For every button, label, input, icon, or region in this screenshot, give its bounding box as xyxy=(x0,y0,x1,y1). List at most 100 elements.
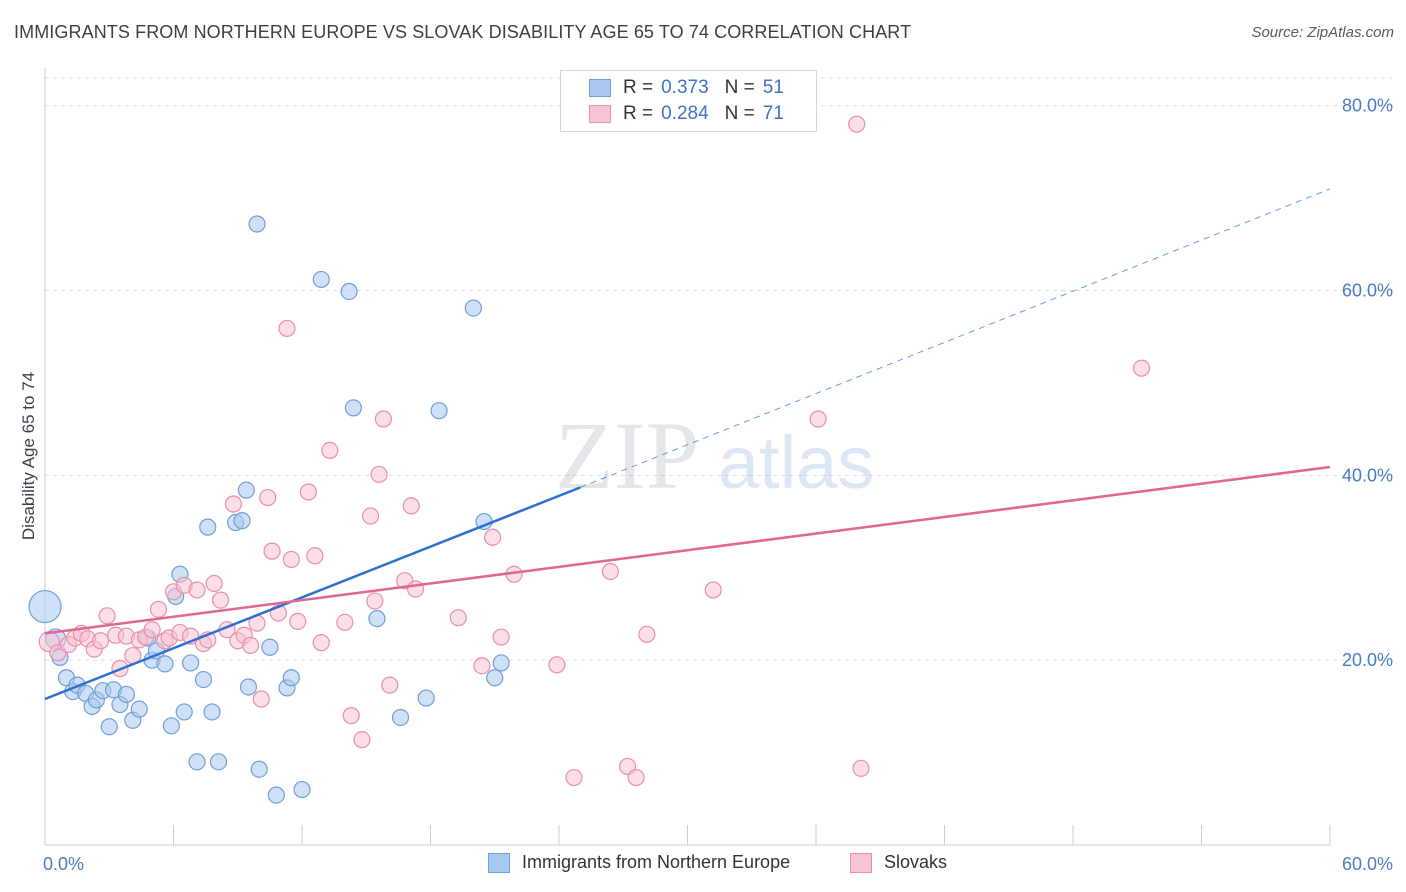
data-point xyxy=(340,282,358,301)
data-point xyxy=(548,656,566,674)
data-point xyxy=(199,518,217,536)
data-point xyxy=(361,507,380,525)
bottom-legend-swatch-slovaks xyxy=(850,852,872,873)
data-point xyxy=(627,768,645,787)
data-point xyxy=(464,299,482,317)
data-point xyxy=(492,628,510,646)
data-point xyxy=(156,655,174,673)
data-point xyxy=(374,410,392,428)
watermark-atlas: atlas xyxy=(718,421,874,504)
bottom-legend-immigrants: Immigrants from Northern Europe xyxy=(488,852,790,873)
y-axis-title: Disability Age 65 to 74 xyxy=(19,372,38,540)
watermark-zip: ZIP xyxy=(555,402,699,509)
data-point xyxy=(28,589,62,624)
data-point xyxy=(601,562,620,581)
data-point xyxy=(342,707,360,725)
data-point xyxy=(194,670,213,689)
legend-r-value: 0.284 xyxy=(661,103,709,124)
legend-swatch-slovaks xyxy=(589,105,611,123)
data-point xyxy=(188,581,206,599)
data-point xyxy=(381,676,399,694)
data-point xyxy=(224,495,243,513)
legend-swatch-immigrants xyxy=(589,79,611,97)
data-point xyxy=(321,441,339,460)
data-point xyxy=(809,410,827,428)
data-point xyxy=(299,483,318,501)
data-point xyxy=(237,481,255,499)
data-point xyxy=(92,632,110,650)
x-tick-labels: 0.0% 60.0% xyxy=(43,854,1393,874)
data-point xyxy=(143,621,161,639)
data-point xyxy=(242,636,260,654)
bottom-legend: Immigrants from Northern Europe Slovaks xyxy=(0,852,1406,878)
series-slovaks xyxy=(38,115,1151,787)
legend-r-label: R = xyxy=(623,77,654,98)
data-point xyxy=(344,399,362,417)
data-point xyxy=(430,402,448,420)
data-point xyxy=(98,607,116,625)
data-point xyxy=(188,753,206,771)
legend-n-label: N = xyxy=(724,103,755,124)
x-tick-label: 0.0% xyxy=(43,854,84,874)
x-tick-label: 60.0% xyxy=(1342,854,1393,874)
source-label: Source: ZipAtlas.com xyxy=(1251,24,1394,41)
data-point xyxy=(252,690,270,708)
data-point xyxy=(100,718,118,736)
trend-line-extension xyxy=(580,188,1331,488)
bottom-legend-label-slovaks: Slovaks xyxy=(884,852,948,872)
data-point xyxy=(261,638,279,656)
legend-row-slovaks: R = 0.284 N = 71 xyxy=(561,101,784,127)
watermark: ZIP atlas xyxy=(555,402,874,509)
data-point xyxy=(263,542,281,560)
legend-n-value: 71 xyxy=(762,103,784,124)
data-point xyxy=(402,497,420,515)
data-point xyxy=(368,609,386,628)
data-point xyxy=(293,780,311,799)
data-point xyxy=(417,689,435,707)
data-point xyxy=(391,708,410,727)
data-point xyxy=(130,700,148,718)
data-point xyxy=(492,654,510,672)
data-point xyxy=(267,786,285,804)
data-point xyxy=(239,678,258,696)
legend-row-immigrants: R = 0.373 N = 51 xyxy=(561,75,784,101)
y-tick-label: 20.0% xyxy=(1342,650,1393,670)
data-point xyxy=(336,613,354,631)
y-tick-labels: 20.0% 40.0% 60.0% 80.0% xyxy=(1342,96,1393,670)
data-point xyxy=(852,759,870,777)
data-point xyxy=(289,612,307,630)
data-point xyxy=(366,592,384,610)
data-point xyxy=(175,703,193,721)
data-point xyxy=(282,669,300,687)
bottom-legend-swatch-immigrants xyxy=(488,852,510,873)
y-tick-label: 80.0% xyxy=(1342,96,1393,116)
data-point xyxy=(565,768,583,787)
data-point xyxy=(282,550,300,569)
data-point xyxy=(203,703,221,721)
legend-r-label: R = xyxy=(623,103,654,124)
data-point xyxy=(484,528,502,546)
data-point xyxy=(117,685,135,703)
data-point xyxy=(848,115,866,133)
data-point xyxy=(278,319,296,338)
trend-line-slovaks xyxy=(44,465,1331,635)
data-point xyxy=(259,488,277,507)
data-point xyxy=(205,574,223,593)
chart-title: IMMIGRANTS FROM NORTHERN EUROPE VS SLOVA… xyxy=(14,22,912,42)
data-points xyxy=(28,115,1151,804)
data-point xyxy=(449,609,467,627)
data-point xyxy=(306,547,324,565)
legend-n-label: N = xyxy=(724,77,755,98)
series-immigrants xyxy=(28,215,510,804)
y-tick-label: 60.0% xyxy=(1342,281,1393,301)
trend-line-immigrants xyxy=(44,486,581,701)
data-point xyxy=(312,634,330,652)
legend: R = 0.373 N = 51 R = 0.284 N = 71 xyxy=(560,70,817,132)
data-point xyxy=(473,657,491,675)
data-point xyxy=(353,731,371,749)
data-point xyxy=(212,591,230,609)
gridlines xyxy=(45,77,1395,661)
data-point xyxy=(182,654,200,672)
data-point xyxy=(312,270,330,289)
